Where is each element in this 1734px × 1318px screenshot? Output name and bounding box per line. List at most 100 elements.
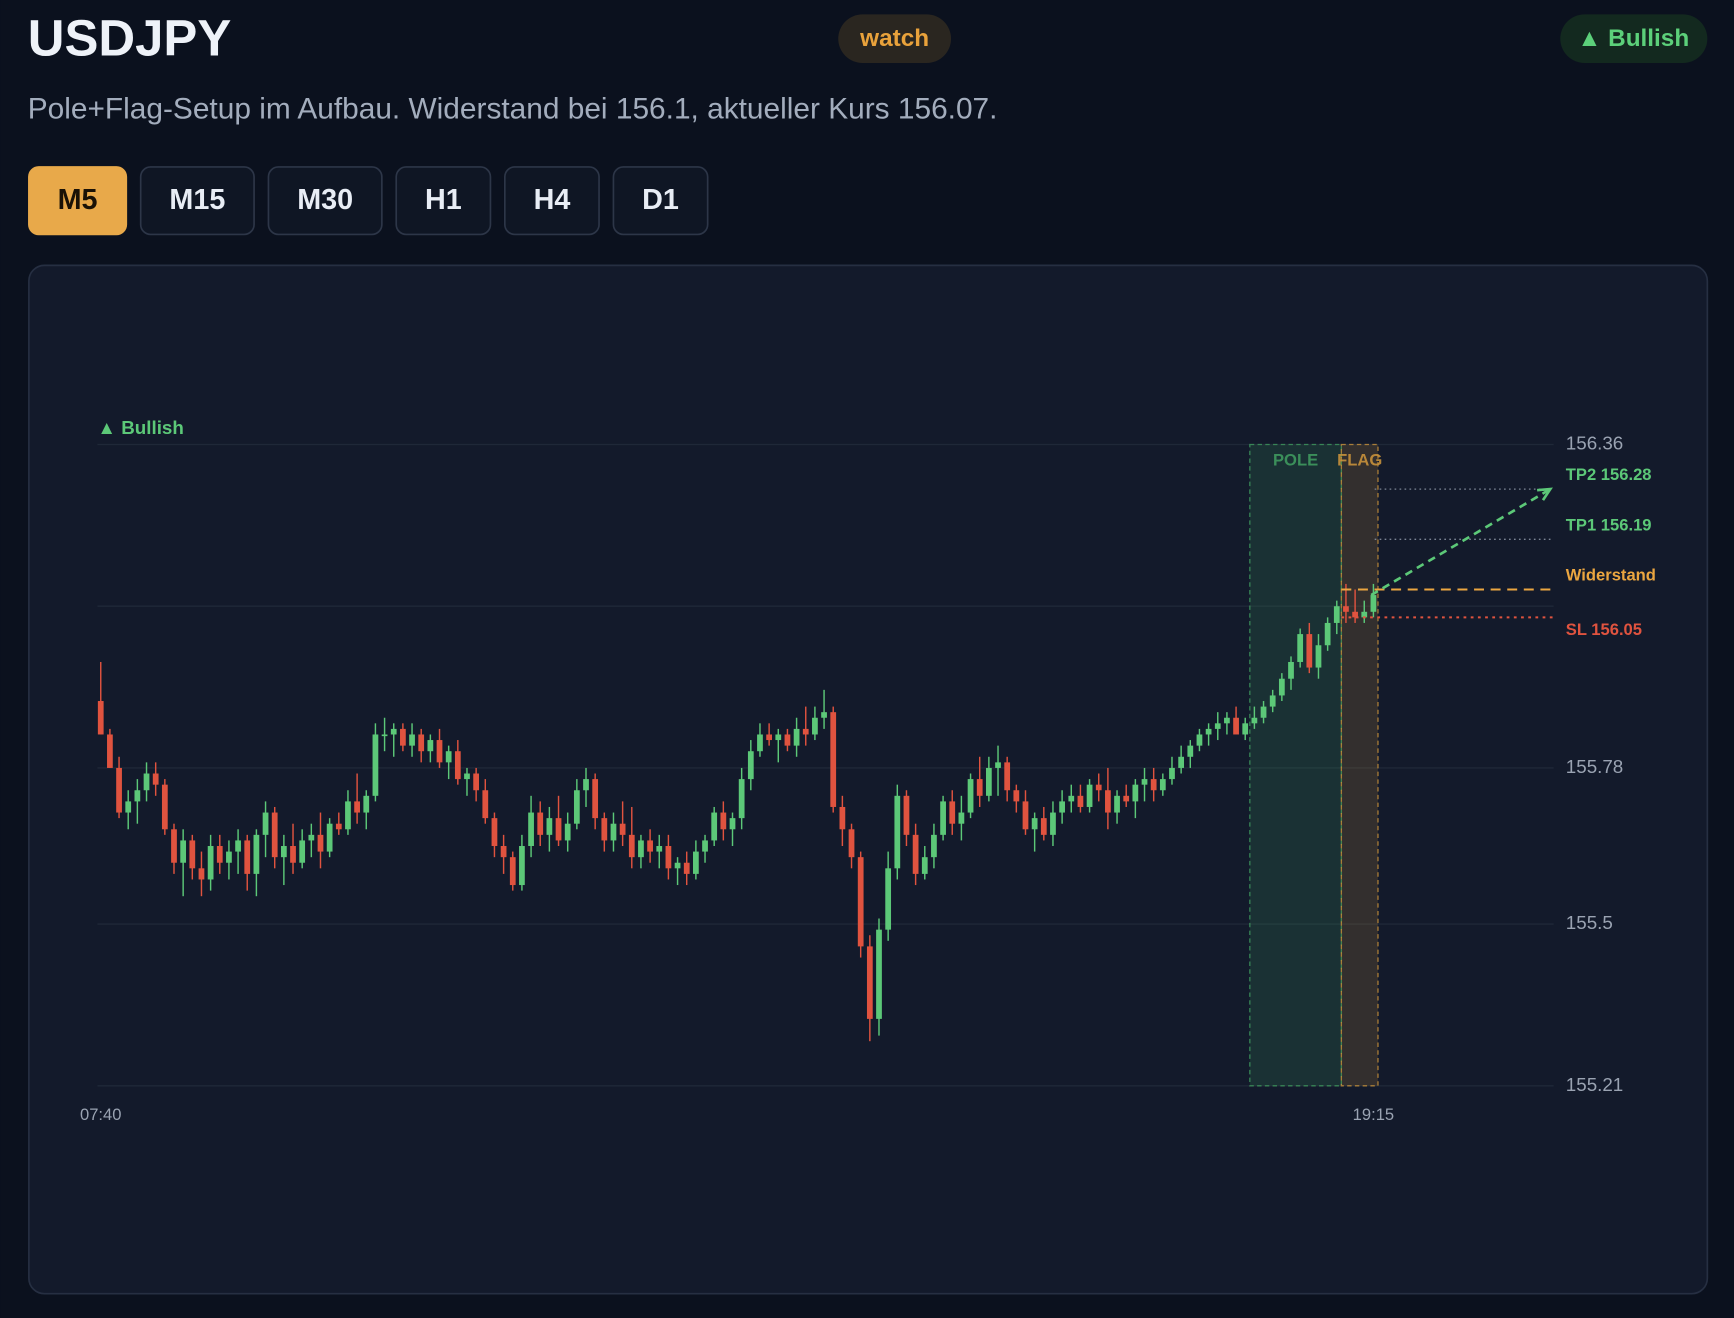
status-badge [838, 14, 952, 64]
symbol-title: USDJPY [28, 9, 232, 66]
candle-body [235, 840, 241, 852]
candle-body [363, 795, 370, 813]
candle-body [665, 846, 672, 869]
candle-body [326, 823, 333, 852]
candle-body [985, 767, 992, 796]
candle-body [1205, 728, 1212, 735]
candle-body [546, 818, 553, 835]
candle-body [1077, 795, 1084, 807]
candle-body [912, 834, 919, 874]
candle-body [400, 728, 406, 746]
tab-background [395, 166, 492, 236]
candle-body [1114, 795, 1120, 813]
candle-body [1095, 784, 1102, 791]
candle-body [903, 795, 910, 835]
candle-body [409, 734, 415, 746]
candle-body [958, 812, 965, 824]
timeframe-tab[interactable]: M15 [139, 166, 255, 236]
candle-body [216, 846, 223, 863]
candle-body [317, 834, 324, 852]
candle-body [464, 773, 470, 780]
candle-body [812, 717, 818, 735]
candle-body [683, 862, 690, 874]
candle-body [299, 840, 306, 863]
candle-body [290, 846, 296, 863]
candle-body [894, 795, 901, 869]
candle-body [747, 751, 754, 780]
candle-body [949, 801, 956, 824]
candle-body [601, 818, 608, 841]
candle-body [1123, 795, 1130, 802]
bias-badge [1560, 14, 1708, 64]
candle-body [848, 829, 855, 858]
tab-label: H4 [534, 184, 571, 216]
candle-body [876, 929, 882, 1019]
candle-body [1269, 695, 1276, 707]
candle-body [940, 801, 946, 835]
candle-body [509, 857, 516, 886]
timeframe-tab[interactable]: M5 [28, 166, 128, 236]
candle-body [628, 834, 635, 858]
candle-body [354, 801, 360, 813]
level-label: TP1 156.19 [1566, 515, 1652, 534]
candle-body [1297, 634, 1304, 662]
tab-background [612, 166, 709, 236]
candle-body [390, 728, 397, 735]
candle-body [1013, 790, 1020, 802]
candle-body [1214, 723, 1221, 729]
candle-body [226, 851, 232, 863]
y-tick-label: 155.78 [1566, 756, 1623, 777]
candle-body [775, 734, 782, 741]
candle-body [271, 812, 278, 858]
candle-body [171, 829, 177, 863]
candle-body [711, 812, 718, 841]
candle-body [693, 851, 699, 874]
timeframe-tab[interactable]: D1 [612, 166, 709, 236]
timeframe-tab[interactable]: M30 [267, 166, 383, 236]
zone-label: POLE [1273, 450, 1318, 469]
candle-body [830, 712, 837, 807]
candle-body [143, 773, 150, 791]
candle-body [976, 779, 983, 796]
y-tick-label: 156.36 [1566, 432, 1623, 453]
candle-body [702, 840, 708, 852]
level-label: TP2 156.28 [1566, 465, 1652, 484]
candle-body [189, 840, 196, 869]
candle-body [638, 840, 644, 858]
candle-body [1022, 801, 1029, 830]
x-tick-label: 19:15 [1353, 1105, 1395, 1124]
candle-body [1224, 717, 1230, 724]
candle-body [738, 779, 745, 819]
tab-label: M30 [297, 184, 353, 216]
candle-body [766, 734, 773, 741]
candle-body [345, 801, 351, 830]
timeframe-tab[interactable]: H4 [503, 166, 600, 236]
candle-body [436, 740, 443, 763]
x-tick-label: 07:40 [80, 1105, 122, 1124]
candle-body [180, 840, 187, 863]
subtitle: Pole+Flag-Setup im Aufbau. Widerstand be… [28, 92, 998, 125]
candle-body [482, 790, 489, 819]
candle-body [1050, 812, 1056, 835]
candle-body [107, 734, 113, 768]
chart-card [28, 264, 1709, 1295]
candle-body [500, 846, 507, 858]
candle-body [1278, 678, 1285, 696]
chart: 155.21 155.5 155.78 156.36 07:40 19:15 ▲ Bulli… [80, 417, 1656, 1124]
candle-body [427, 740, 434, 752]
zone-label: FLAG [1337, 450, 1382, 469]
candle-body [1040, 818, 1047, 835]
candle-body [573, 790, 580, 824]
candle-body [1105, 790, 1111, 813]
timeframe-tab[interactable]: H1 [395, 166, 492, 236]
candle-body [418, 734, 425, 752]
candle-body [729, 818, 736, 830]
candle-body [1150, 779, 1157, 791]
candle-body [1251, 717, 1258, 724]
candle-body [537, 812, 544, 835]
candle-body [555, 818, 562, 841]
candle-body [592, 779, 599, 819]
candle-body [1004, 762, 1011, 791]
